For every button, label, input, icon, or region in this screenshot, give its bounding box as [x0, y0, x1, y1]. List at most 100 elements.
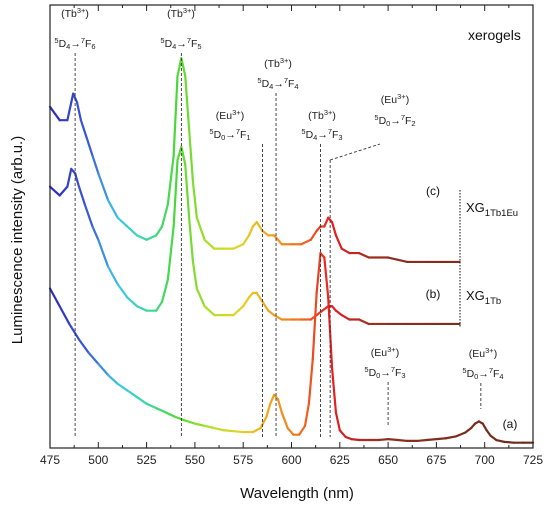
transition-label: (Tb3+) 5D4→7F4	[257, 56, 298, 91]
series-0-segment	[126, 225, 139, 237]
series-2-segment	[334, 411, 341, 432]
series-1-segment	[66, 167, 73, 188]
series-1-curve	[48, 145, 461, 326]
series-0-segment	[180, 57, 187, 77]
series-2-segment	[106, 373, 119, 385]
transition-text: 5D0→7F4	[462, 366, 503, 381]
series-1-segment	[334, 309, 343, 317]
series-label: XG1Tb1Eu	[466, 200, 518, 219]
series-0-segment	[261, 229, 270, 237]
series-2-segment	[203, 424, 216, 430]
series-2-segment	[213, 426, 225, 432]
series-1-segment	[48, 185, 61, 197]
series-1-segment	[180, 145, 187, 166]
x-axis-title: Wavelength (nm)	[240, 485, 354, 502]
series-2-segment	[435, 437, 448, 441]
series-2-segment	[315, 251, 322, 295]
series-0-segment	[184, 74, 191, 131]
transition-label: (Tb3+) 5D4→7F3	[301, 108, 342, 142]
series-0-segment	[387, 256, 409, 264]
series-0-segment	[85, 136, 94, 157]
series-1-segment	[358, 318, 370, 326]
series-2-segment	[68, 322, 81, 341]
series-0-segment	[255, 220, 264, 233]
series-0-segment	[330, 220, 338, 237]
ion-label: (Eu3+)	[469, 346, 497, 360]
series-0-segment	[166, 154, 175, 206]
series-2-segment	[269, 393, 276, 405]
series-2-segment	[454, 431, 467, 438]
series-label: XG1Tb	[466, 288, 501, 307]
series-labels: XG1Tb1Eu XG1Tb	[459, 190, 518, 328]
transition-label: (Tb3+) 5D4→7F5	[160, 6, 201, 51]
transition-text: 5D4→7F6	[54, 36, 95, 51]
series-1-segment	[166, 225, 175, 281]
series-0-segment	[195, 216, 206, 241]
series-2-segment	[97, 362, 110, 376]
series-2-segment	[489, 434, 498, 442]
series-1-segment	[255, 291, 264, 303]
series-2-segment	[464, 426, 473, 434]
curve-tags: (c) (b) (a)	[426, 184, 518, 431]
transition-text: 5D0→7F1	[209, 127, 250, 142]
ion-label: (Tb3+)	[61, 6, 89, 20]
series-2-segment	[184, 419, 196, 425]
series-2-segment	[377, 438, 390, 442]
series-1-segment	[195, 287, 206, 308]
series-1-segment	[135, 305, 148, 312]
series-1-segment	[126, 296, 139, 308]
series-0-segment	[145, 234, 158, 241]
series-2-segment	[307, 358, 314, 405]
series-2-segment	[193, 422, 206, 427]
transition-text: 5D4→7F3	[301, 127, 342, 142]
series-1-segment	[340, 314, 351, 321]
series-2-segment	[280, 411, 289, 430]
series-1-segment	[58, 185, 69, 197]
series-2-segment	[286, 426, 295, 436]
series-1-segment	[176, 145, 183, 162]
y-axis-title: Luminescence intensity (arb.u.)	[9, 136, 26, 344]
series-2-segment	[77, 338, 90, 354]
transition-text: 5D4→7F4	[257, 76, 298, 91]
series-0-segment	[160, 203, 169, 228]
transition-annotations: (Tb3+) 5D4→7F6 (Tb3+)5D4→7F5 (Eu3+) 5D0→7F1 (…	[54, 6, 503, 381]
series-2-segment	[396, 438, 409, 443]
series-0-segment	[323, 216, 330, 228]
series-0-curve	[48, 57, 461, 264]
panel-title: xerogels	[468, 27, 521, 43]
series-0-segment	[334, 234, 343, 250]
series-1-segment	[261, 300, 270, 312]
series-1-segment	[74, 172, 81, 188]
x-tick-label: 475	[40, 453, 60, 467]
series-2-segment	[338, 429, 347, 439]
ion-label: (Tb3+)	[308, 108, 336, 122]
series-2-segment	[135, 395, 148, 405]
x-tick-label: 625	[330, 453, 350, 467]
series-2-segment	[298, 424, 307, 436]
ion-label: (Tb3+)	[264, 56, 292, 70]
series-2-segment	[330, 367, 338, 414]
series-0-segment	[242, 234, 251, 246]
series-2-segment	[174, 415, 187, 422]
curve-tag: (b)	[426, 287, 441, 301]
series-0-segment	[116, 216, 129, 228]
ion-label: (Eu3+)	[381, 92, 409, 106]
series-1-segment	[155, 300, 164, 312]
series-0-segment	[273, 234, 283, 246]
series-0-segment	[66, 92, 75, 122]
curve-tag: (a)	[503, 417, 518, 431]
series-0-segment	[135, 234, 148, 241]
series-2-segment	[350, 438, 361, 442]
series-0-segment	[48, 105, 61, 122]
series-2-segment	[303, 402, 310, 427]
transition-text: 5D0→7F3	[364, 365, 405, 380]
series-0-segment	[106, 198, 119, 219]
series-2-segment	[444, 435, 457, 440]
x-tick-label: 500	[88, 453, 108, 467]
series-2-segment	[415, 438, 428, 443]
series-2-curve	[48, 251, 535, 444]
series-1-segment	[116, 282, 129, 299]
series-0-segment	[91, 154, 100, 175]
series-0-segment	[97, 172, 110, 202]
